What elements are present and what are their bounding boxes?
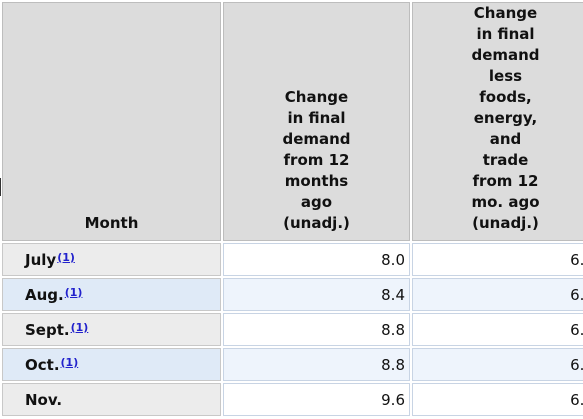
row-month-label: Nov. bbox=[25, 390, 63, 409]
cell-change-final-demand: 8.8 bbox=[223, 348, 410, 381]
table-row: Sept.(1) 8.8 6.0 bbox=[2, 313, 583, 346]
row-month: Sept.(1) bbox=[2, 313, 221, 346]
cell-change-core-final-demand: 6.2 bbox=[412, 278, 583, 311]
row-month: July(1) bbox=[2, 243, 221, 276]
header-change-final-demand: Change in final demand from 12 months ag… bbox=[223, 2, 410, 241]
cell-change-core-final-demand: 6.0 bbox=[412, 313, 583, 346]
left-edge-marker bbox=[0, 178, 1, 196]
cell-change-core-final-demand: 6.3 bbox=[412, 348, 583, 381]
header-row: Month Change in final demand from 12 mon… bbox=[2, 2, 583, 241]
table-row: Oct.(1) 8.8 6.3 bbox=[2, 348, 583, 381]
header-month-label: Month bbox=[84, 214, 139, 232]
row-month: Oct.(1) bbox=[2, 348, 221, 381]
cell-change-final-demand: 9.6 bbox=[223, 383, 410, 416]
cell-change-core-final-demand: 6.9 bbox=[412, 383, 583, 416]
table-row: Aug.(1) 8.4 6.2 bbox=[2, 278, 583, 311]
header-change-core-final-demand: Change in final demand less foods, energ… bbox=[412, 2, 583, 241]
row-month: Aug.(1) bbox=[2, 278, 221, 311]
footnote-ref: (1) bbox=[65, 286, 83, 299]
cell-change-final-demand: 8.8 bbox=[223, 313, 410, 346]
footnote-link[interactable]: (1) bbox=[64, 285, 83, 299]
row-month-label: Aug. bbox=[25, 285, 64, 304]
row-month-label: Sept. bbox=[25, 320, 70, 339]
footnote-ref: (1) bbox=[71, 321, 89, 334]
header-change-final-demand-label: Change in final demand from 12 months ag… bbox=[282, 88, 351, 232]
row-month-label: Oct. bbox=[25, 355, 60, 374]
footnote-link[interactable]: (1) bbox=[70, 320, 89, 334]
row-month: Nov. bbox=[2, 383, 221, 416]
header-month: Month bbox=[2, 2, 221, 241]
footnote-link[interactable]: (1) bbox=[57, 250, 75, 264]
table-row: Nov. 9.6 6.9 bbox=[2, 383, 583, 416]
cell-change-final-demand: 8.4 bbox=[223, 278, 410, 311]
header-change-core-final-demand-label: Change in final demand less foods, energ… bbox=[471, 4, 540, 232]
cell-change-core-final-demand: 6.0 bbox=[412, 243, 583, 276]
row-month-label: July bbox=[25, 250, 57, 269]
cell-change-final-demand: 8.0 bbox=[223, 243, 410, 276]
footnote-link[interactable]: (1) bbox=[60, 355, 79, 369]
table-row: July(1) 8.0 6.0 bbox=[2, 243, 583, 276]
footnote-ref: (1) bbox=[61, 356, 79, 369]
footnote-ref: (1) bbox=[57, 251, 75, 264]
